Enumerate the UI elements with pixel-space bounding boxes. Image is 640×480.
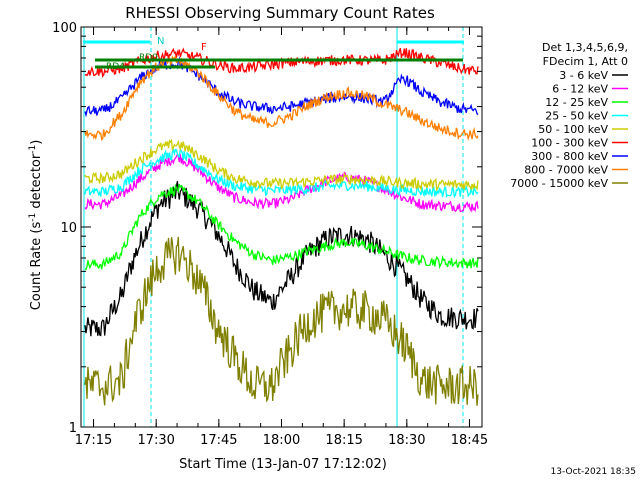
legend-label-0: 3 - 6 keV: [559, 69, 608, 82]
x-tick-label-4: 18:15: [325, 433, 362, 448]
legend-label-3: 25 - 50 keV: [545, 110, 608, 123]
legend-label-4: 50 - 100 keV: [538, 123, 608, 136]
legend-title-2: FDecim 1, Att 0: [543, 55, 628, 68]
series-layer: [83, 40, 479, 406]
legend-label-5: 100 - 300 keV: [531, 137, 608, 150]
x-tick-label-0: 17:15: [75, 433, 112, 448]
annotation-f: F: [201, 42, 207, 53]
legend-label-1: 6 - 12 keV: [552, 83, 608, 96]
series-line-6: [84, 56, 479, 118]
legend-label-2: 12 - 25 keV: [545, 96, 608, 109]
annotation-rd4: RD4: [106, 62, 125, 72]
event-markers: [83, 27, 464, 427]
y-tick-label-1: 10: [60, 221, 77, 236]
y-axis-label-end: ): [29, 140, 44, 145]
series-line-0: [84, 181, 479, 337]
legend-title-1: Det 1,3,4,5,6,9,: [542, 41, 628, 54]
x-tick-label-6: 18:45: [451, 433, 488, 448]
y-tick-label-2: 100: [52, 21, 77, 36]
annotation-layer: N F RD0 RD4: [106, 36, 207, 72]
legend: Det 1,3,4,5,6,9, FDecim 1, Att 0 3 - 6 k…: [510, 41, 628, 190]
annotation-n: N: [157, 36, 164, 47]
x-tick-label-2: 17:45: [200, 433, 237, 448]
series-line-7: [84, 55, 479, 141]
legend-label-8: 7000 - 15000 keV: [510, 177, 608, 190]
y-axis-label: Count Rate (s-1 detector-1): [28, 140, 44, 311]
plot-frame: [80, 26, 483, 428]
footer-timestamp: 13-Oct-2021 18:35: [551, 467, 636, 477]
y-tick-label-0: 1: [69, 421, 77, 436]
annotation-rd0: RD0: [139, 53, 158, 63]
y-axis-label-sup: -1: [28, 213, 38, 222]
legend-label-6: 300 - 800 keV: [531, 150, 608, 163]
series-line-8: [84, 236, 479, 406]
x-tick-label-3: 18:00: [263, 433, 300, 448]
series-line-4: [84, 138, 479, 192]
x-tick-label-1: 17:30: [137, 433, 174, 448]
chart-title: RHESSI Observing Summary Count Rates: [125, 4, 435, 22]
series-line-2: [84, 183, 479, 271]
y-axis-label-sup-2: -1: [28, 145, 38, 154]
y-axis-label-main: Count Rate (s: [29, 222, 44, 311]
x-axis-label: Start Time (13-Jan-07 17:12:02): [179, 457, 387, 472]
x-tick-label-5: 18:30: [388, 433, 425, 448]
axes: 17:15 17:30 17:45 18:00 18:15 18:30 18:45 1 10 10…: [52, 21, 488, 448]
legend-label-7: 800 - 7000 keV: [524, 164, 608, 177]
y-axis-label-tail: detector: [29, 153, 44, 213]
